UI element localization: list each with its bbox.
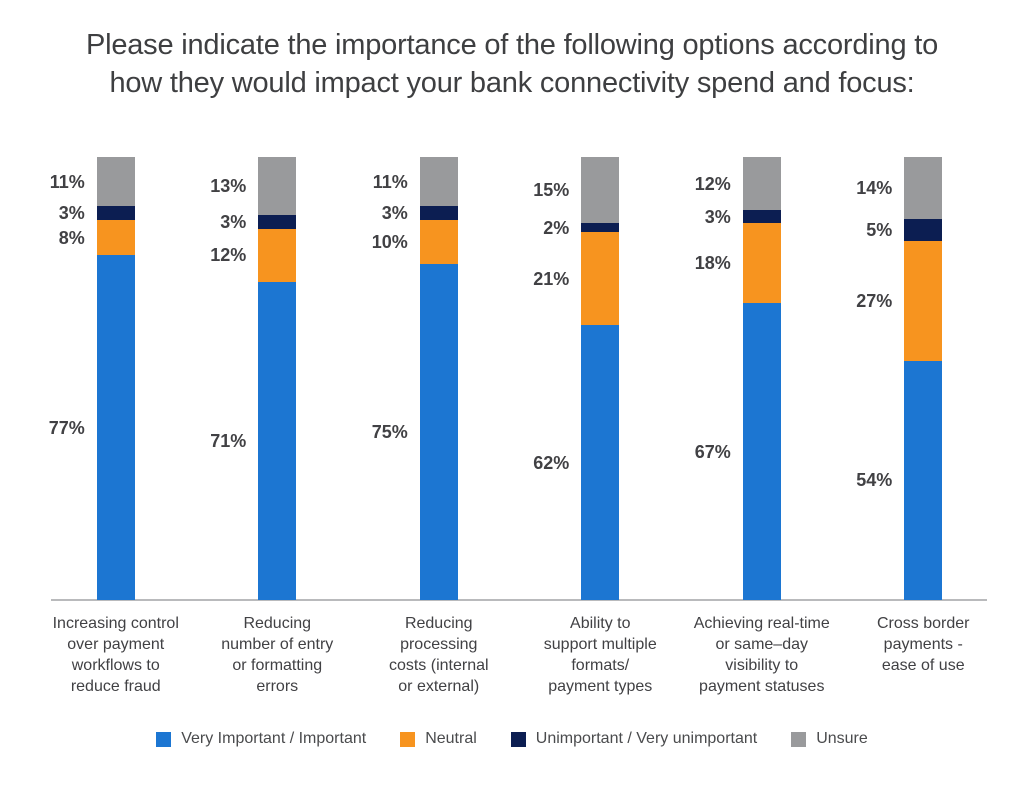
segment-value-label: 10% xyxy=(371,232,408,253)
segment-value-label: 21% xyxy=(533,268,570,289)
legend-item-neutral: Neutral xyxy=(400,730,477,748)
chart-title-line-2: how they would impact your bank connecti… xyxy=(109,67,915,99)
bar-group-4: 62% 21% 2% 15% Ability to support multiple f… xyxy=(520,157,682,695)
segment-value-label: 3% xyxy=(704,206,731,227)
bar-segment-neutral xyxy=(581,232,620,326)
segment-value-label: 15% xyxy=(533,180,570,201)
segment-value-label: 13% xyxy=(210,176,247,197)
bar-segment-unsure xyxy=(742,157,781,211)
bar-group-2: 71% 12% 3% 13% Reducing number of entry or f… xyxy=(197,157,359,695)
segment-value-label: 77% xyxy=(48,417,85,438)
bar-segment-unsure xyxy=(581,157,620,224)
bar-segment-neutral xyxy=(419,219,458,265)
segment-value-label: 3% xyxy=(58,202,85,223)
bar-segment-unimportant-very-unimportant xyxy=(419,206,458,220)
legend-item-unsure: Unsure xyxy=(791,730,868,748)
category-label: Increasing control over payment workflow… xyxy=(52,615,179,695)
bar-group-6: 54% 27% 5% 14% Cross border payments - ease … xyxy=(843,157,1005,674)
bar-segment-unsure xyxy=(96,157,135,207)
category-label: Reducing number of entry or formatting e… xyxy=(221,615,334,695)
segment-value-label: 27% xyxy=(856,290,893,311)
bar-segment-unsure xyxy=(419,157,458,207)
bar-segment-unimportant-very-unimportant xyxy=(258,215,297,229)
category-label: Cross border payments - ease of use xyxy=(877,615,970,674)
bar-segment-very-important-important xyxy=(258,282,297,600)
legend-label: Unsure xyxy=(816,730,868,747)
bar-segment-very-important-important xyxy=(419,264,458,600)
segment-value-label: 11% xyxy=(49,171,85,192)
segment-value-label: 3% xyxy=(220,211,247,232)
bar-segment-unimportant-very-unimportant xyxy=(904,219,943,242)
segment-value-label: 75% xyxy=(371,422,408,443)
legend-label: Unimportant / Very unimportant xyxy=(535,730,758,747)
legend-label: Very Important / Important xyxy=(181,730,367,747)
bar-segment-very-important-important xyxy=(904,360,943,600)
segment-value-label: 8% xyxy=(58,227,85,248)
bar-group-1: 77% 8% 3% 11% Increasing control over paymen… xyxy=(35,157,197,695)
bar-segment-very-important-important xyxy=(742,303,781,600)
bar-group-3: 75% 10% 3% 11% Reducing processing costs (in… xyxy=(358,157,520,695)
category-label: Reducing processing costs (internal or e… xyxy=(388,615,489,695)
segment-value-label: 3% xyxy=(381,202,408,223)
legend-swatch-unsure xyxy=(791,731,807,747)
bar-segment-very-important-important xyxy=(581,325,620,600)
x-axis-line xyxy=(51,599,987,601)
segment-value-label: 18% xyxy=(694,253,731,274)
segment-value-label: 12% xyxy=(210,245,247,266)
stacked-bar-chart: 77% 8% 3% 11% Increasing control over paymen… xyxy=(0,157,1024,717)
bar-segment-neutral xyxy=(96,219,135,256)
bar-segment-neutral xyxy=(904,241,943,361)
bar-segment-very-important-important xyxy=(96,255,135,600)
segment-value-label: 67% xyxy=(694,441,731,462)
chart-legend: Very Important / Important Neutral Unimp… xyxy=(0,730,1024,748)
bar-segment-unimportant-very-unimportant xyxy=(581,223,620,233)
legend-swatch-neutral xyxy=(400,731,416,747)
bar-segment-unsure xyxy=(904,157,943,220)
bar-segment-neutral xyxy=(258,228,297,283)
bar-group-5: 67% 18% 3% 12% Achieving real-time or same–d… xyxy=(681,157,843,695)
bar-segment-unimportant-very-unimportant xyxy=(96,206,135,220)
segment-value-label: 2% xyxy=(543,217,570,238)
legend-item-unimportant: Unimportant / Very unimportant xyxy=(510,730,758,748)
chart-title: Please indicate the importance of the fo… xyxy=(0,26,1024,102)
segment-value-label: 14% xyxy=(856,178,893,199)
legend-swatch-very-important xyxy=(156,731,172,747)
segment-value-label: 71% xyxy=(210,431,247,452)
segment-value-label: 11% xyxy=(372,171,408,192)
legend-label: Neutral xyxy=(425,730,477,747)
legend-swatch-unimportant xyxy=(510,731,526,747)
category-label: Achieving real-time or same–day visibili… xyxy=(693,615,830,695)
segment-value-label: 54% xyxy=(856,470,893,491)
segment-value-label: 5% xyxy=(866,220,893,241)
bar-segment-neutral xyxy=(742,223,781,304)
legend-item-very-important: Very Important / Important xyxy=(156,730,366,748)
bar-segment-unimportant-very-unimportant xyxy=(742,210,781,224)
chart-title-line-1: Please indicate the importance of the fo… xyxy=(85,29,939,61)
segment-value-label: 12% xyxy=(694,173,731,194)
segment-value-label: 62% xyxy=(533,452,570,473)
bar-segment-unsure xyxy=(258,157,297,216)
category-label: Ability to support multiple formats/ pay… xyxy=(543,615,657,695)
